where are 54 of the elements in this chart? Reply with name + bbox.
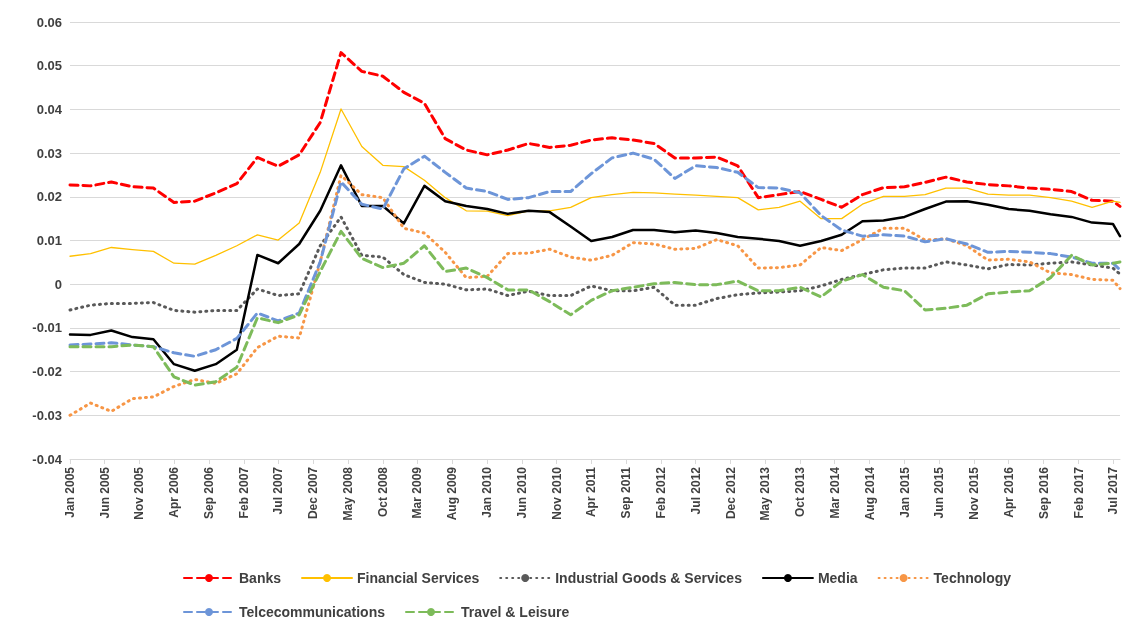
x-tick-label: Oct 2008	[375, 466, 390, 518]
line-series	[68, 173, 1122, 417]
x-tick-label: Aug 2014	[862, 466, 877, 521]
x-tick-label: Jan 2010	[480, 466, 495, 518]
x-tick-label: Jul 2012	[688, 466, 703, 515]
x-tick-label: Sep 2006	[201, 466, 216, 520]
x-tick-label: Feb 2012	[654, 466, 669, 519]
line-series	[68, 215, 1122, 314]
x-tick-label: Jun 2015	[932, 466, 947, 519]
x-tick-label: Jul 2007	[271, 466, 286, 515]
legend-label: Banks	[239, 570, 282, 586]
x-tick-label: Jun 2010	[514, 466, 529, 519]
y-tick-label: -0.01	[32, 320, 62, 336]
y-tick-label: 0.02	[36, 189, 62, 205]
legend-label: Financial Services	[357, 570, 480, 586]
x-tick-label: Feb 2007	[236, 466, 251, 519]
x-tick-label: Jun 2005	[97, 466, 112, 519]
x-tick-label: Oct 2013	[793, 466, 808, 518]
x-tick-label: Mar 2014	[827, 466, 842, 519]
y-tick-label: 0.01	[36, 233, 62, 248]
x-tick-label: Sep 2011	[619, 466, 634, 519]
x-tick-label: Jan 2015	[897, 466, 912, 518]
x-tick-label: Jan 2005	[63, 466, 77, 518]
x-tick-label: Dec 2012	[723, 466, 738, 520]
x-tick-label: Mar 2009	[410, 466, 425, 519]
legend-label: Travel & Leisure	[461, 604, 570, 620]
x-tick-label: Nov 2010	[549, 466, 564, 520]
y-tick-label: -0.02	[32, 364, 62, 380]
y-tick-label: 0.05	[36, 58, 62, 74]
legend-label: Telcecommunications	[239, 604, 386, 620]
y-tick-label: 0	[54, 276, 62, 292]
x-tick-label: Apr 2011	[584, 466, 599, 518]
x-tick-label: Nov 2015	[966, 466, 981, 520]
y-tick-label: -0.03	[32, 407, 62, 423]
line-series	[68, 51, 1122, 209]
line-series	[68, 229, 1122, 387]
x-tick-label: Apr 2006	[166, 466, 181, 518]
x-tick-label: Sep 2016	[1036, 466, 1051, 520]
line-series	[69, 108, 1121, 265]
x-tick-label: Nov 2005	[132, 466, 147, 520]
x-tick-label: Aug 2009	[445, 466, 460, 521]
x-tick-label: May 2008	[340, 466, 355, 521]
y-tick-label: 0.03	[36, 145, 62, 161]
y-tick-label: 0.04	[36, 101, 63, 117]
x-tick-label: Dec 2007	[306, 466, 321, 520]
x-tick-label: May 2013	[758, 466, 773, 521]
x-tick-label: Feb 2017	[1071, 466, 1086, 519]
legend-label: Media	[817, 570, 858, 586]
x-tick-label: Jul 2017	[1105, 466, 1120, 515]
legend-label: Industrial Goods & Services	[555, 570, 743, 586]
y-tick-label: -0.04	[32, 451, 63, 467]
x-tick-label: Apr 2016	[1001, 466, 1016, 518]
legend-label: Technology	[933, 570, 1012, 586]
y-tick-label: 0.06	[36, 14, 62, 30]
